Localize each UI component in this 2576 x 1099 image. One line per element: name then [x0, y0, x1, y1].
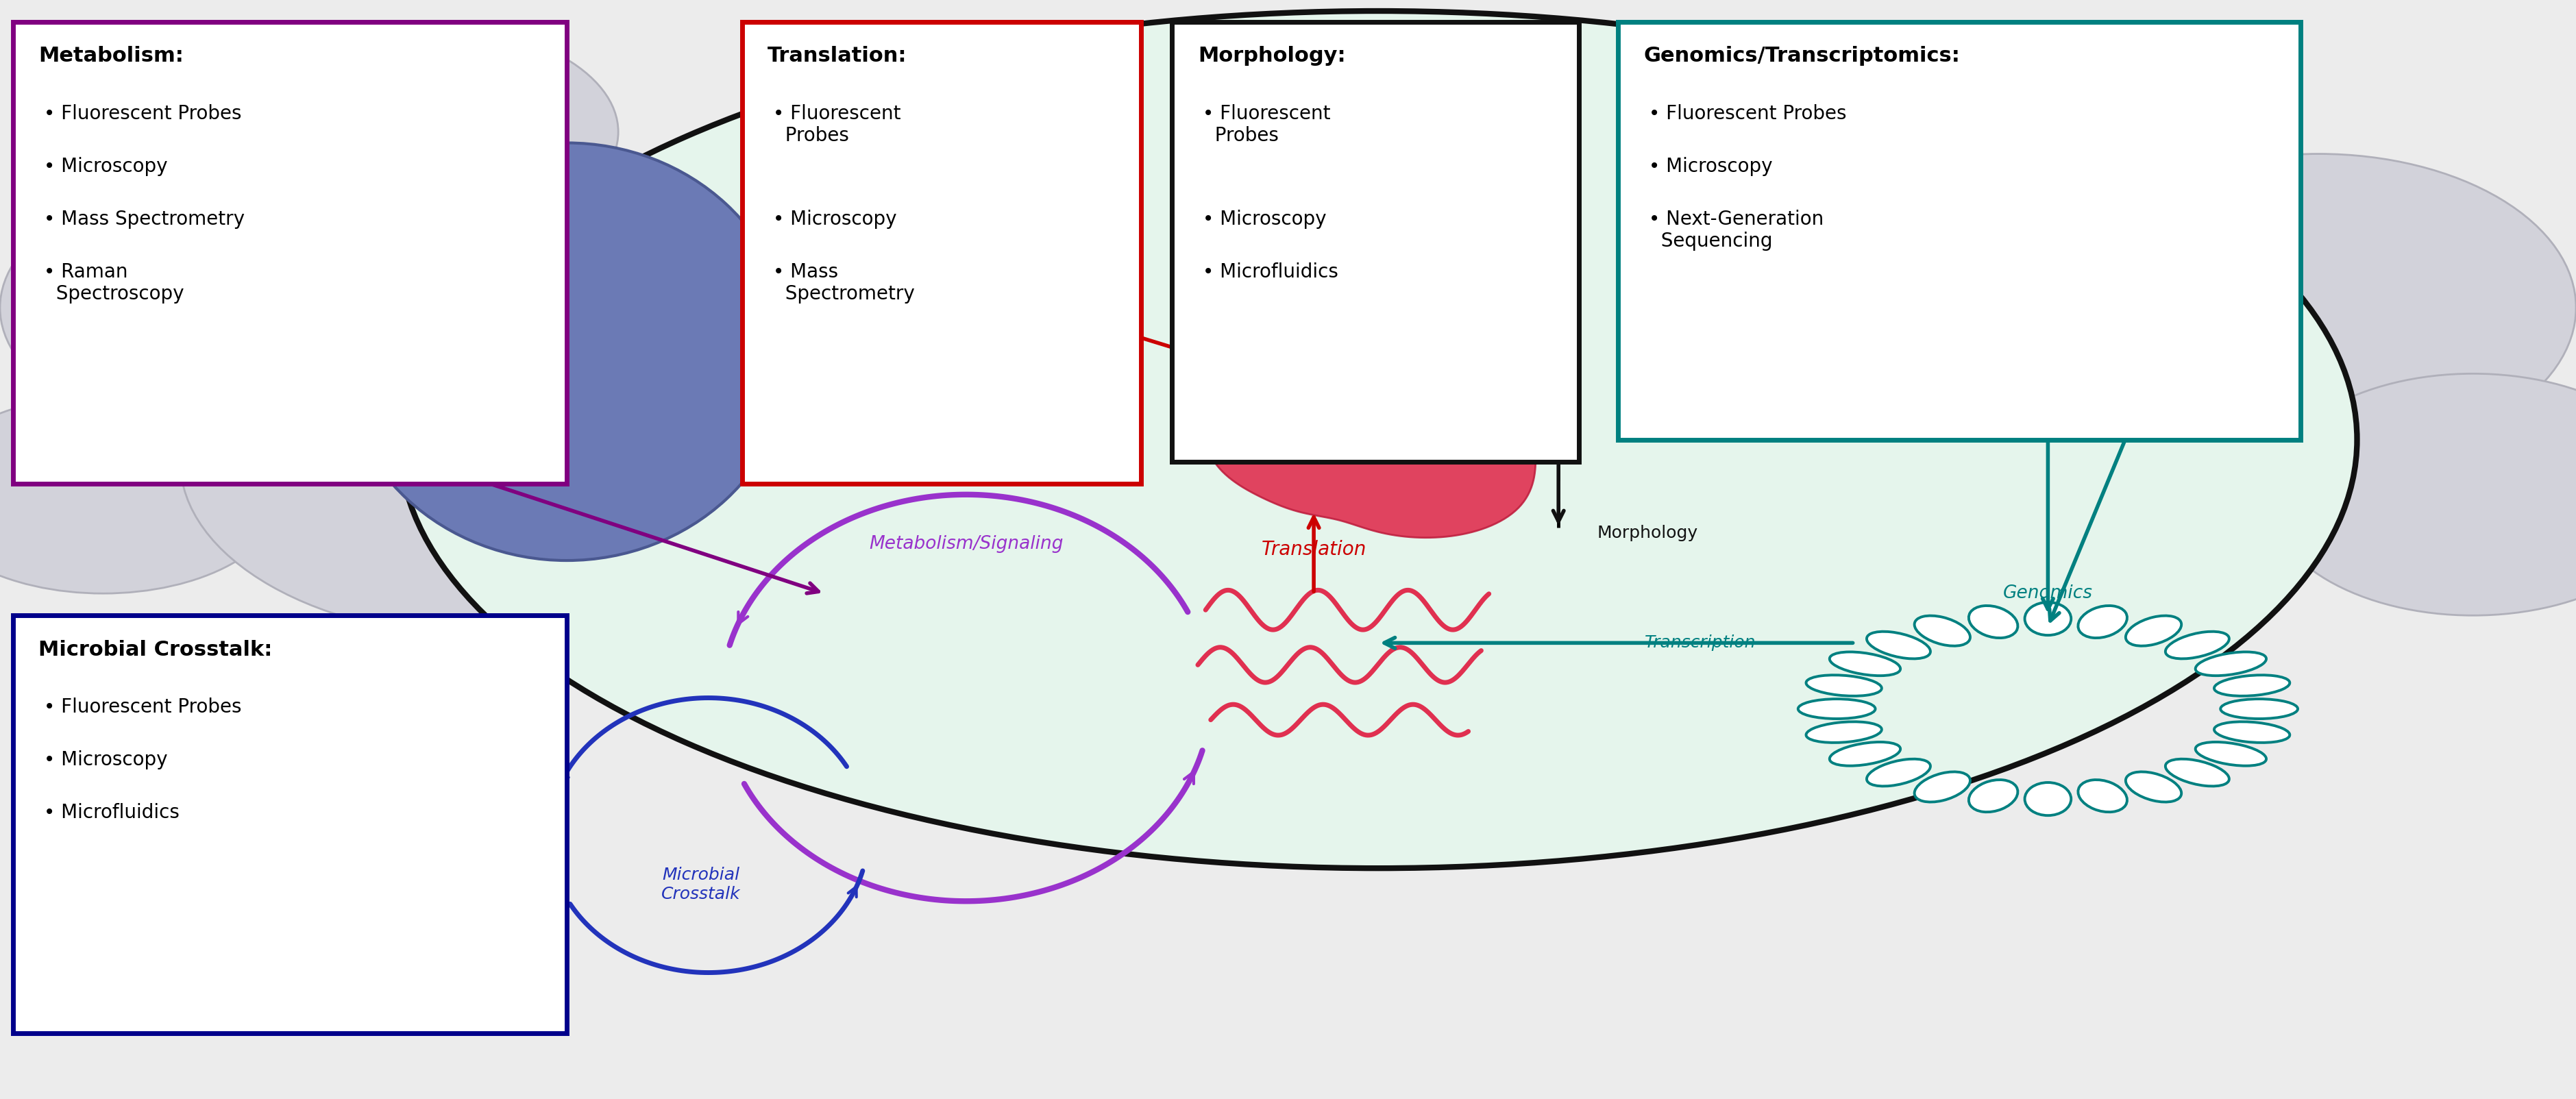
Text: • Fluorescent
  Probes: • Fluorescent Probes [1203, 104, 1332, 145]
Ellipse shape [2125, 771, 2182, 802]
Ellipse shape [206, 22, 618, 242]
Text: • Microscopy: • Microscopy [1203, 210, 1327, 229]
Text: • Raman
  Spectroscopy: • Raman Spectroscopy [44, 263, 183, 303]
Text: • Microscopy: • Microscopy [44, 157, 167, 176]
Ellipse shape [1868, 759, 1929, 786]
Text: • Microfluidics: • Microfluidics [1203, 263, 1340, 281]
Ellipse shape [2061, 154, 2576, 462]
Ellipse shape [0, 176, 464, 440]
Ellipse shape [2215, 722, 2290, 743]
Text: Genomics/Transcriptomics:: Genomics/Transcriptomics: [1643, 46, 1960, 66]
Text: • Microscopy: • Microscopy [44, 751, 167, 769]
Ellipse shape [1798, 699, 1875, 719]
FancyBboxPatch shape [742, 22, 1141, 484]
Ellipse shape [1968, 606, 2017, 637]
Ellipse shape [2079, 780, 2128, 812]
Ellipse shape [1806, 722, 1880, 743]
Text: • Microfluidics: • Microfluidics [44, 803, 180, 822]
Text: Translation: Translation [1262, 540, 1365, 559]
Text: Metabolism:: Metabolism: [39, 46, 183, 66]
Text: Metabolism/Signaling: Metabolism/Signaling [868, 535, 1064, 553]
Ellipse shape [2195, 652, 2267, 676]
FancyBboxPatch shape [1618, 22, 2300, 440]
FancyBboxPatch shape [13, 22, 567, 484]
Ellipse shape [2267, 374, 2576, 615]
Ellipse shape [2215, 675, 2290, 696]
Text: Transcription: Transcription [1643, 635, 1757, 651]
Ellipse shape [2025, 782, 2071, 815]
Text: • Microscopy: • Microscopy [773, 210, 896, 229]
Ellipse shape [1829, 742, 1901, 766]
Text: Microbial
Crosstalk: Microbial Crosstalk [662, 867, 739, 902]
Ellipse shape [1914, 615, 1971, 646]
Ellipse shape [1806, 675, 1880, 696]
Ellipse shape [1968, 780, 2017, 812]
Polygon shape [1206, 344, 1538, 537]
Text: Translation:: Translation: [768, 46, 907, 66]
Ellipse shape [1868, 632, 1929, 658]
Text: • Microscopy: • Microscopy [1649, 157, 1772, 176]
Ellipse shape [2195, 742, 2267, 766]
Ellipse shape [2166, 632, 2228, 658]
Text: Genomics: Genomics [2004, 585, 2092, 602]
Text: • Fluorescent Probes: • Fluorescent Probes [44, 104, 242, 123]
Ellipse shape [1311, 367, 1383, 391]
Text: • Mass Spectrometry: • Mass Spectrometry [44, 210, 245, 229]
Ellipse shape [2125, 615, 2182, 646]
FancyBboxPatch shape [1172, 22, 1579, 462]
Text: • Fluorescent Probes: • Fluorescent Probes [44, 698, 242, 717]
Ellipse shape [1914, 771, 1971, 802]
Ellipse shape [2166, 759, 2228, 786]
Ellipse shape [180, 286, 799, 637]
Text: Morphology: Morphology [1597, 525, 1698, 541]
Text: • Fluorescent Probes: • Fluorescent Probes [1649, 104, 1847, 123]
Ellipse shape [1829, 652, 1901, 676]
Text: Microbial Crosstalk:: Microbial Crosstalk: [39, 640, 273, 659]
FancyBboxPatch shape [13, 615, 567, 1033]
Text: • Next-Generation
  Sequencing: • Next-Generation Sequencing [1649, 210, 1824, 251]
Text: • Fluorescent
  Probes: • Fluorescent Probes [773, 104, 902, 145]
Ellipse shape [399, 11, 2357, 868]
Ellipse shape [2221, 699, 2298, 719]
Ellipse shape [2079, 606, 2128, 637]
Ellipse shape [2025, 602, 2071, 635]
Text: Morphology:: Morphology: [1198, 46, 1345, 66]
Text: • Mass
  Spectrometry: • Mass Spectrometry [773, 263, 914, 303]
Ellipse shape [340, 143, 793, 560]
Ellipse shape [0, 396, 283, 593]
